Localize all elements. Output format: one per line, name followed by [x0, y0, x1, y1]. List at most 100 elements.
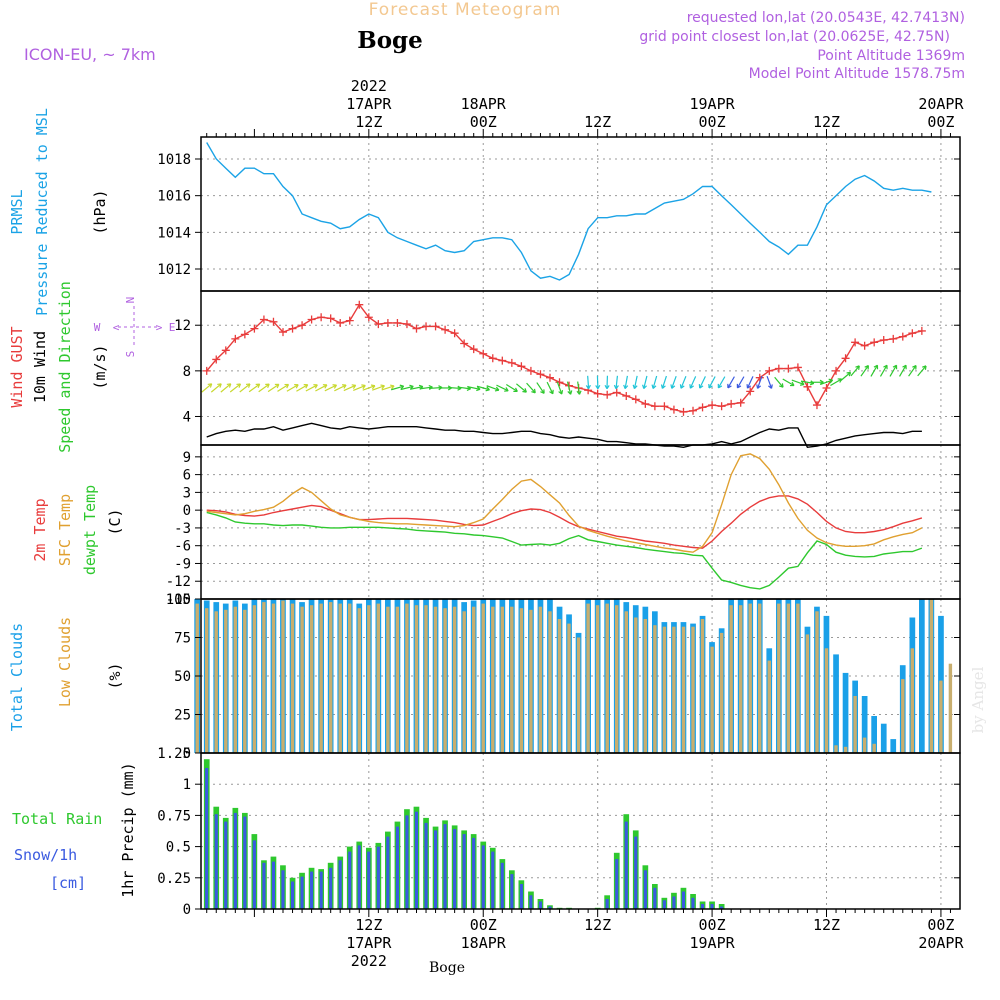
bar-low-clouds [910, 648, 914, 753]
wind-arrow-head [217, 383, 222, 388]
y-tick-label: 1.25 [157, 746, 191, 762]
bar-low-clouds [662, 626, 667, 753]
wind-arrow [917, 365, 927, 377]
gust-marker [708, 401, 717, 410]
y-tick-label: 1018 [157, 152, 191, 168]
wind-arrow-head [322, 384, 328, 389]
wind-arrow [661, 375, 667, 389]
wind-arrow [536, 382, 545, 394]
y-tick-label: 9 [183, 450, 191, 466]
model-altitude: Model Point Altitude 1578.75m [749, 66, 965, 82]
wind-arrow [267, 383, 280, 393]
bar-snow-1h [672, 896, 676, 909]
wind-arrow [587, 375, 590, 389]
bar-low-clouds [357, 608, 361, 753]
wind-arrow [566, 381, 572, 395]
bar-low-clouds [929, 599, 934, 753]
time-label-top: 00Z [699, 113, 726, 131]
wind-arrow [870, 364, 878, 377]
wind-arrow [708, 376, 716, 389]
gust-marker [393, 318, 402, 327]
bar-snow-1h [252, 840, 256, 909]
wind-arrow [680, 376, 687, 389]
bar-snow-1h [338, 860, 342, 909]
bar-snow-1h [710, 904, 714, 909]
bar-snow-1h [519, 884, 523, 909]
wind-arrow [315, 384, 328, 392]
wind-arrow-head [303, 384, 309, 389]
bar-low-clouds [643, 619, 647, 753]
gust-marker [822, 383, 831, 392]
wind-arrow-head [236, 383, 242, 388]
bar-snow-1h [701, 904, 705, 909]
wind-arrow-head [255, 383, 261, 389]
bar-low-clouds [853, 696, 857, 753]
bar-low-clouds [605, 603, 609, 753]
wind-arrow [258, 383, 270, 393]
bar-low-clouds [700, 619, 705, 753]
svg-text:<: < [113, 321, 120, 334]
gust-marker [603, 390, 612, 399]
wind-arrow-head [846, 371, 852, 377]
gust-marker [650, 402, 659, 411]
bar-snow-1h [300, 876, 304, 909]
wind-arrow [496, 384, 509, 392]
bar-snow-1h [395, 826, 399, 909]
bar-low-clouds [595, 605, 600, 753]
temp-label-sfc: SFC Temp [56, 494, 74, 566]
time-label-top: 18APR [461, 95, 507, 113]
bar-snow-1h [214, 814, 218, 909]
bar-snow-1h [643, 870, 647, 909]
wind-arrow [624, 375, 628, 389]
wind-arrow-head [513, 387, 518, 393]
bar-low-clouds [233, 606, 237, 753]
svg-text:>: > [156, 321, 163, 334]
gust-marker [765, 366, 774, 375]
bar-snow-1h [453, 829, 457, 909]
wind-arrow-head [476, 386, 481, 392]
wind-arrow [353, 384, 366, 391]
grid-layer [201, 137, 960, 909]
gust-marker [736, 398, 745, 407]
wind-arrow-head [768, 384, 773, 389]
bar-snow-1h [443, 824, 447, 909]
bar-low-clouds [948, 663, 953, 753]
bar-total-clouds [842, 672, 849, 753]
y-tick-label: 3 [183, 485, 191, 501]
gust-marker [545, 373, 554, 382]
wind-arrow [879, 364, 888, 377]
compass-w: W [94, 321, 101, 334]
bar-low-clouds [901, 679, 905, 753]
bar-low-clouds [834, 745, 838, 753]
gust-marker [498, 356, 507, 365]
bar-snow-1h [434, 830, 438, 909]
precip-label-cm: [cm] [50, 874, 86, 892]
bar-snow-1h [624, 821, 628, 909]
gust-marker [383, 318, 392, 327]
wind-arrow-head [207, 383, 213, 388]
wind-arrow-head [399, 384, 405, 390]
bar-low-clouds [729, 605, 733, 753]
bar-low-clouds [824, 648, 829, 753]
wind-arrow-head [595, 384, 601, 390]
gust-marker [660, 402, 669, 411]
wind-arrow-head [873, 364, 879, 370]
bar-low-clouds [290, 603, 295, 753]
wind-arrow [850, 365, 860, 377]
bar-snow-1h [615, 859, 619, 909]
wind-arrow-head [902, 364, 907, 370]
wind-arrow [643, 375, 648, 389]
bar-low-clouds [500, 606, 504, 753]
wind-arrow-head [708, 383, 713, 389]
y-tick-label: 25 [174, 708, 191, 724]
bar-snow-1h [348, 851, 352, 909]
wind-arrow-head [623, 384, 629, 390]
bar-low-clouds [805, 634, 810, 753]
bar-low-clouds [491, 606, 495, 753]
wind-arrow-head [604, 384, 610, 390]
gust-marker [307, 315, 316, 324]
pressure-label-msl: Pressure Reduced to MSL [33, 108, 51, 316]
wind-label-gust: Wind GUST [8, 326, 26, 407]
y-tick-label: 1 [183, 777, 191, 793]
footer-station: Boge [429, 960, 465, 976]
